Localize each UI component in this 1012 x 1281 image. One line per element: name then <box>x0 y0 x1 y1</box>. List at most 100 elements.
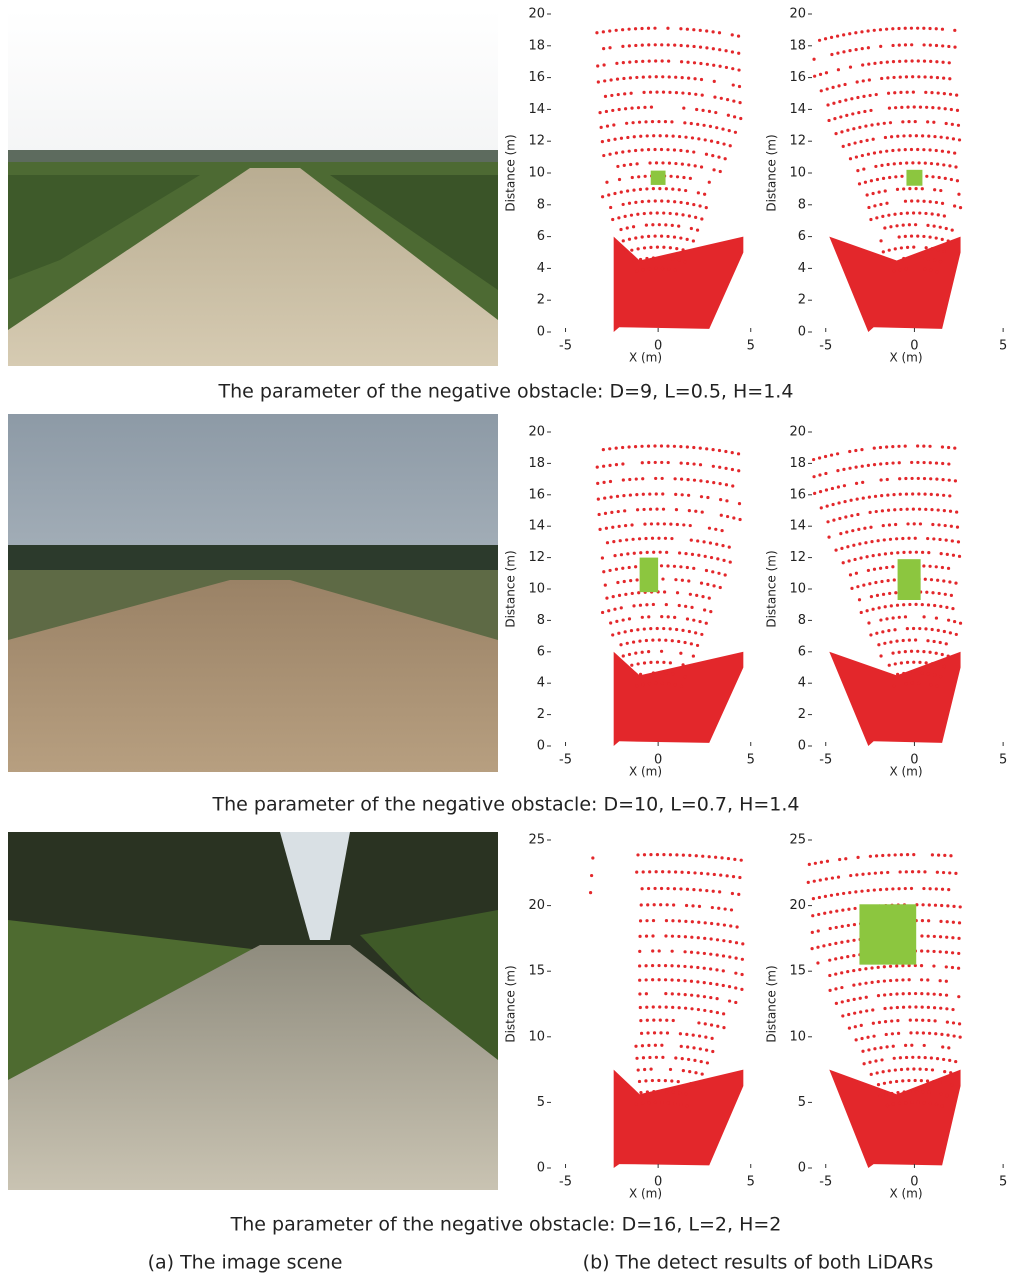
lidar-point <box>844 99 847 102</box>
lidar-point <box>712 481 715 484</box>
lidar-point <box>959 622 962 625</box>
lidar-point <box>848 450 851 453</box>
lidar-point <box>947 619 950 622</box>
lidar-point <box>664 639 667 642</box>
lidar-point <box>697 191 700 194</box>
lidar-point <box>957 937 960 940</box>
lidar-point <box>869 526 872 529</box>
lidar-point <box>666 444 669 447</box>
lidar-point <box>917 75 920 78</box>
lidar-point <box>598 528 601 531</box>
lidar-point <box>704 1036 707 1039</box>
lidar-point <box>951 936 954 939</box>
x-tick-label: -5 <box>819 753 832 768</box>
lidar-point <box>636 853 639 856</box>
lidar-point <box>656 661 659 664</box>
lidar-point <box>892 1103 895 1106</box>
lidar-point <box>674 578 677 581</box>
lidar-point <box>654 477 657 480</box>
lidar-point <box>953 620 956 623</box>
lidar-point <box>608 29 611 32</box>
lidar-point <box>602 63 605 66</box>
lidar-point <box>664 978 667 981</box>
lidar-point <box>957 193 960 196</box>
lidar-point <box>879 462 882 465</box>
lidar-point <box>925 246 928 249</box>
lidar-point <box>674 76 677 79</box>
lidar-point <box>949 631 952 634</box>
lidar-point <box>737 68 740 71</box>
lidar-point <box>858 598 861 601</box>
lidar-point <box>625 122 628 125</box>
lidar-point <box>875 216 878 219</box>
lidar-point <box>867 569 870 572</box>
lidar-point <box>653 148 656 151</box>
lidar-point <box>703 193 706 196</box>
lidar-point <box>853 907 856 910</box>
lidar-point <box>655 91 658 94</box>
lidar-point <box>899 162 902 165</box>
lidar-point <box>684 1093 687 1096</box>
lidar-point <box>635 684 638 687</box>
lidar-point <box>825 488 828 491</box>
lidar-point <box>679 652 682 655</box>
lidar-point <box>949 93 952 96</box>
lidar-point <box>665 919 668 922</box>
lidar-point <box>950 1083 953 1086</box>
lidar-point <box>899 1056 902 1059</box>
lidar-point <box>933 135 936 138</box>
lidar-point <box>656 853 659 856</box>
lidar-point <box>634 44 637 47</box>
lidar-point <box>933 673 936 676</box>
lidar-point <box>706 872 709 875</box>
obstacle-points <box>898 559 921 600</box>
lidar-point <box>812 897 815 900</box>
lidar-point <box>864 125 867 128</box>
lidar-point <box>688 1070 691 1073</box>
lidar-point <box>921 187 924 190</box>
y-tick-label: 20 <box>528 7 545 22</box>
lidar-point <box>647 200 650 203</box>
lidar-point <box>926 978 929 981</box>
lidar-point <box>628 478 631 481</box>
lidar-point <box>679 236 682 239</box>
lidar-point <box>664 992 667 995</box>
lidar-point <box>691 136 694 139</box>
lidar-point <box>945 994 948 997</box>
lidar-point <box>856 585 859 588</box>
lidar-point <box>918 211 921 214</box>
lidar-point <box>904 887 907 890</box>
lidar-point <box>881 215 884 218</box>
lidar-point <box>858 182 861 185</box>
lidar-point <box>811 914 814 917</box>
lidar-point <box>674 493 677 496</box>
lidar-point <box>673 148 676 151</box>
lidar-point <box>904 60 907 63</box>
lidar-point <box>846 940 849 943</box>
y-axis-label: Distance (m) <box>504 965 518 1042</box>
lidar-point <box>645 1006 648 1009</box>
lidar-point <box>724 49 727 52</box>
lidar-point <box>950 525 953 528</box>
lidar-point <box>877 122 880 125</box>
lidar-point <box>710 922 713 925</box>
lidar-point <box>675 247 678 250</box>
lidar-point <box>737 35 740 38</box>
lidar-point <box>678 919 681 922</box>
lidar-point <box>936 493 939 496</box>
lidar-point <box>613 138 616 141</box>
lidar-point <box>650 522 653 525</box>
lidar-point <box>846 129 849 132</box>
lidar-point <box>880 61 883 64</box>
y-tick-label: 0 <box>537 325 545 340</box>
lidar-point <box>662 853 665 856</box>
lidar-point <box>885 617 888 620</box>
lidar-point <box>652 919 655 922</box>
lidar-point <box>660 43 663 46</box>
lidar-point <box>900 212 903 215</box>
lidar-point <box>696 966 699 969</box>
lidar-point <box>936 1057 939 1060</box>
lidar-point <box>896 673 899 676</box>
lidar-point <box>695 108 698 111</box>
lidar-point <box>921 551 924 554</box>
